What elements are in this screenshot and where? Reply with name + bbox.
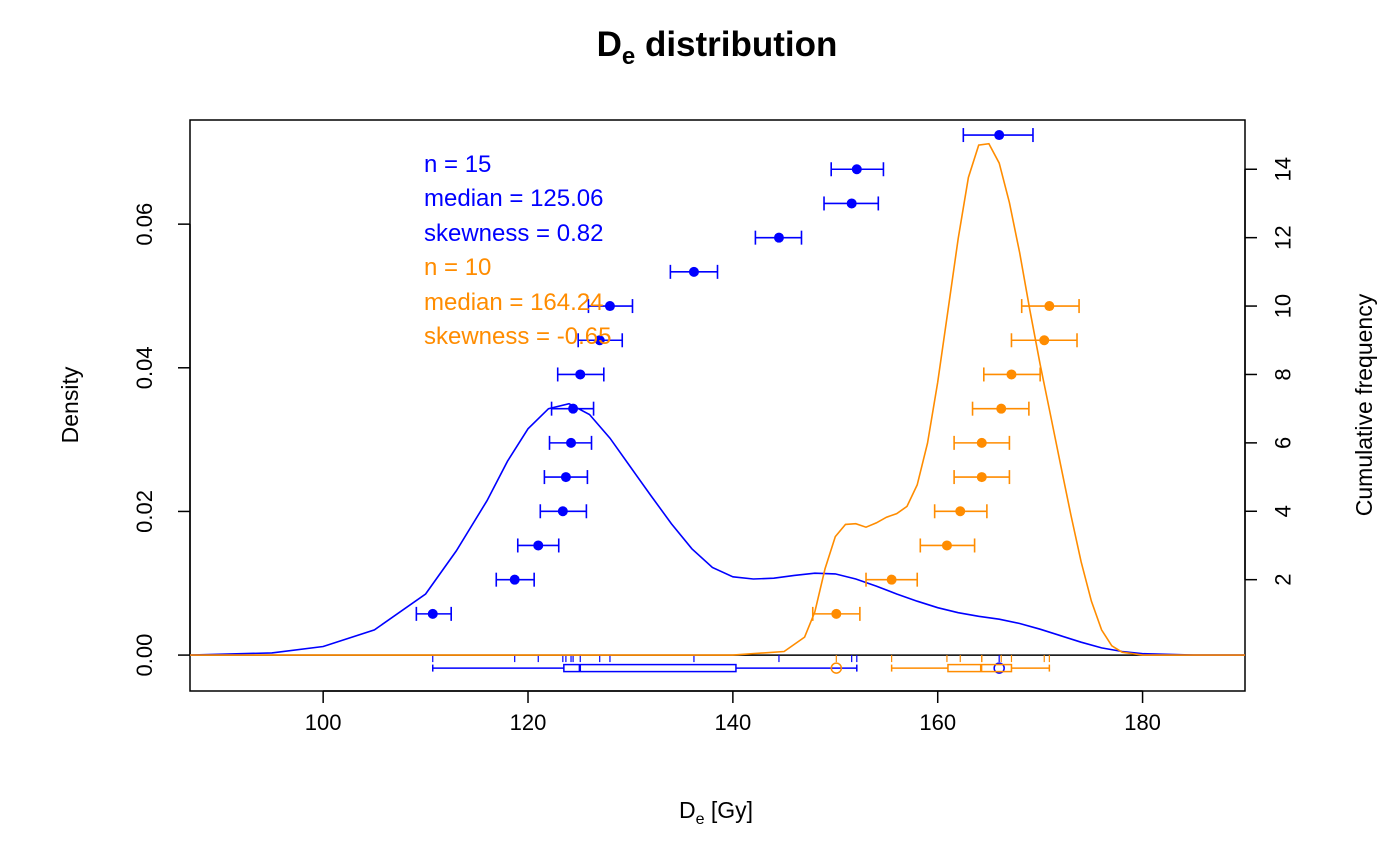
y-tick-label-0.02: 0.02 xyxy=(132,490,157,533)
y2-tick-label-14: 14 xyxy=(1271,157,1296,181)
y2-tick-label-4: 4 xyxy=(1271,505,1296,517)
x-tick-label-180: 180 xyxy=(1124,710,1161,735)
chart-layers: 100 120 140 160 180 0.00 0.02 0.04 0.06 2 4 6 8 10 12 1… xyxy=(132,128,1296,735)
y2-tick-label-10: 10 xyxy=(1271,294,1296,318)
data-point-series-1-rank-8 xyxy=(575,369,586,380)
series-2 xyxy=(190,142,1245,674)
chart-title: De distribution xyxy=(597,25,838,70)
stats-line-skewness-series2: skewness = -0.65 xyxy=(424,323,611,350)
data-point-series-2-rank-1 xyxy=(831,608,842,619)
plot-frame xyxy=(189,119,1246,692)
series-1 xyxy=(189,128,1245,674)
data-point-series-2-rank-2 xyxy=(886,574,897,585)
data-point-series-1-rank-4 xyxy=(557,506,568,517)
x-tick-label-140: 140 xyxy=(715,710,752,735)
boxplot-outlier-series-1-1 xyxy=(993,662,1005,674)
data-point-series-1-rank-12 xyxy=(773,232,784,243)
data-point-series-1-rank-14 xyxy=(851,164,862,175)
data-point-series-2-rank-4 xyxy=(955,506,966,517)
boxplot-box-series-2 xyxy=(947,663,1013,673)
stats-line-median-series1: median = 125.06 xyxy=(424,185,603,212)
stats-line-n-series1: n = 15 xyxy=(424,151,491,178)
chart-title-rest: distribution xyxy=(635,25,837,64)
data-point-series-2-rank-8 xyxy=(1006,369,1017,380)
x-axis-label-main: D xyxy=(679,797,696,823)
density-curve-series-1 xyxy=(189,402,1245,656)
x-axis-label-rest: [Gy] xyxy=(704,797,753,823)
data-point-series-2-rank-5 xyxy=(976,472,987,483)
chart-title-subscript: e xyxy=(622,43,635,70)
density-curve-series-2 xyxy=(190,142,1245,656)
y-axis-label: Density xyxy=(57,366,83,443)
x-tick-label-160: 160 xyxy=(919,710,956,735)
data-point-series-1-rank-11 xyxy=(688,266,699,277)
data-point-series-1-rank-10 xyxy=(604,301,615,312)
stats-line-skewness-series1: skewness = 0.82 xyxy=(424,220,603,247)
stats-line-median-series2: median = 164.24 xyxy=(424,289,603,316)
y2-tick-label-8: 8 xyxy=(1271,368,1296,380)
data-point-series-2-rank-7 xyxy=(996,403,1007,414)
data-point-series-1-rank-6 xyxy=(566,437,577,448)
x-tick-label-100: 100 xyxy=(305,710,342,735)
data-point-series-1-rank-9 xyxy=(594,335,605,346)
data-point-series-2-rank-6 xyxy=(976,437,987,448)
data-point-series-1-rank-3 xyxy=(533,540,544,551)
y2-tick-label-12: 12 xyxy=(1271,225,1296,249)
y2-tick-label-2: 2 xyxy=(1271,574,1296,586)
data-point-series-1-rank-15 xyxy=(994,130,1005,141)
y-tick-label-0.00: 0.00 xyxy=(132,634,157,677)
y2-axis-label: Cumulative frequency xyxy=(1351,293,1377,516)
data-point-series-1-rank-1 xyxy=(427,608,438,619)
chart-title-main: D xyxy=(597,25,622,64)
x-axis-label: De [Gy] xyxy=(679,797,753,828)
data-point-series-1-rank-7 xyxy=(568,403,579,414)
data-point-series-2-rank-9 xyxy=(1039,335,1050,346)
x-axis-label-subscript: e xyxy=(696,811,705,828)
data-point-series-2-rank-3 xyxy=(941,540,952,551)
boxplot-outlier-series-2-1 xyxy=(830,662,843,674)
y2-tick-label-6: 6 xyxy=(1271,437,1296,449)
data-point-series-1-rank-5 xyxy=(560,472,571,483)
boxplot-box-series-1 xyxy=(563,663,737,673)
x-tick-label-120: 120 xyxy=(510,710,547,735)
y-tick-label-0.06: 0.06 xyxy=(132,203,157,246)
data-point-series-1-rank-13 xyxy=(846,198,857,209)
y-tick-label-0.04: 0.04 xyxy=(132,346,157,389)
data-point-series-1-rank-2 xyxy=(509,574,520,585)
data-point-series-2-rank-10 xyxy=(1044,301,1055,312)
stats-line-n-series2: n = 10 xyxy=(424,254,491,281)
